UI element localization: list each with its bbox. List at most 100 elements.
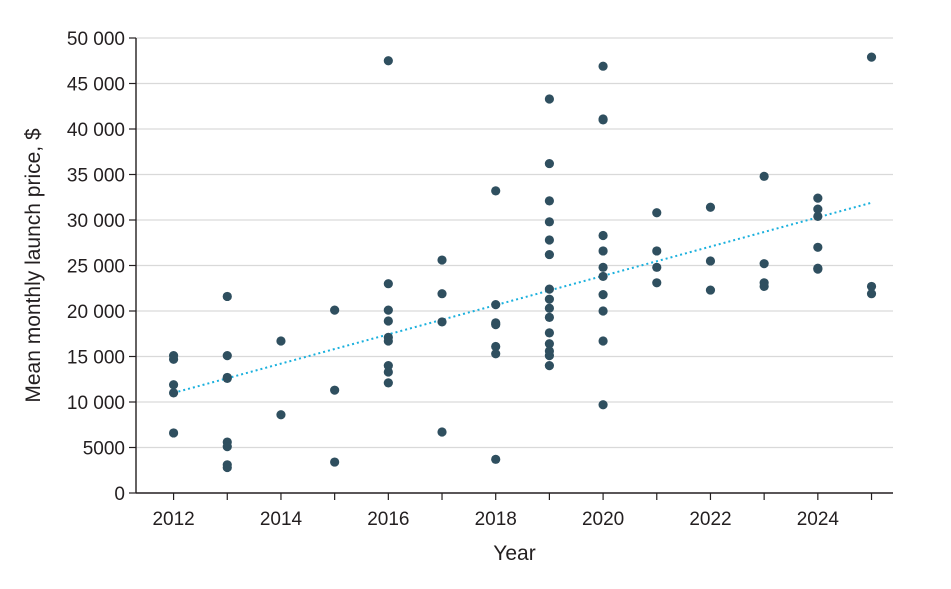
data-point xyxy=(652,246,662,256)
data-point xyxy=(544,158,554,169)
data-point xyxy=(598,336,608,346)
data-point xyxy=(544,284,554,294)
tick-marks xyxy=(129,37,873,500)
x-tick-label: 2016 xyxy=(367,509,409,530)
data-point xyxy=(330,457,340,467)
data-point xyxy=(759,281,769,292)
data-point xyxy=(598,115,608,125)
data-point xyxy=(813,211,823,221)
data-point xyxy=(491,454,501,464)
x-tick-label: 2024 xyxy=(797,509,840,530)
data-point xyxy=(491,349,501,359)
data-point xyxy=(437,427,447,437)
data-point xyxy=(437,317,447,327)
y-tick-label: 20 000 xyxy=(67,302,125,323)
data-point xyxy=(168,380,179,390)
data-point xyxy=(222,291,232,302)
y-tick-label: 15 000 xyxy=(67,348,125,369)
data-point xyxy=(544,217,554,227)
data-point xyxy=(544,235,554,245)
data-point xyxy=(276,336,286,346)
data-point xyxy=(383,56,393,66)
data-point xyxy=(383,279,393,289)
data-point xyxy=(598,400,608,410)
x-tick-label: 2012 xyxy=(152,509,194,530)
data-point xyxy=(383,316,393,326)
x-tick-label: 2018 xyxy=(475,509,517,530)
data-point xyxy=(330,385,340,395)
data-point xyxy=(222,462,232,473)
x-axis-title: Year xyxy=(493,542,535,565)
data-point xyxy=(383,305,393,315)
data-point xyxy=(652,262,662,272)
x-tick-label: 2014 xyxy=(260,509,303,530)
data-point xyxy=(437,289,447,299)
data-point xyxy=(383,378,393,388)
data-point xyxy=(544,94,554,104)
y-tick-label: 30 000 xyxy=(67,211,125,232)
tick-labels: 0 5000 10 000 15 000 20 000 25 000 30 000 35 00… xyxy=(67,29,840,530)
trendline-layer xyxy=(173,201,872,394)
data-point xyxy=(598,290,608,300)
data-point xyxy=(813,193,823,203)
data-point xyxy=(544,350,554,361)
data-point xyxy=(383,336,393,346)
data-point xyxy=(866,289,877,299)
data-point xyxy=(598,61,608,71)
data-point xyxy=(544,328,554,338)
data-point xyxy=(544,361,554,371)
y-tick-label: 45 000 xyxy=(67,75,125,96)
data-point xyxy=(866,52,877,62)
data-point xyxy=(598,262,608,272)
trendline xyxy=(173,201,872,394)
data-point xyxy=(598,230,608,241)
data-point xyxy=(168,388,179,398)
data-point xyxy=(813,264,823,274)
data-point xyxy=(491,300,501,310)
data-point xyxy=(544,312,554,322)
data-point xyxy=(759,171,769,181)
data-point xyxy=(222,350,232,361)
y-axis-title: Mean monthly launch price, $ xyxy=(22,128,45,403)
data-point xyxy=(705,256,716,266)
y-tick-label: 10 000 xyxy=(67,393,125,414)
data-point xyxy=(168,354,179,364)
data-point xyxy=(491,341,501,352)
y-tick-label: 40 000 xyxy=(67,120,125,141)
y-tick-label: 50 000 xyxy=(67,29,125,50)
data-point xyxy=(383,367,393,377)
data-point xyxy=(544,249,554,260)
y-tick-label: 5000 xyxy=(83,439,125,460)
data-point xyxy=(866,281,877,292)
data-point xyxy=(276,410,286,420)
data-point xyxy=(652,208,662,218)
data-point xyxy=(330,305,340,315)
data-point xyxy=(544,303,554,313)
data-point xyxy=(491,320,501,330)
data-point xyxy=(759,259,769,269)
data-point xyxy=(544,294,554,304)
data-point xyxy=(598,306,608,316)
data-point xyxy=(598,271,608,282)
x-tick-label: 2022 xyxy=(689,509,731,530)
data-point xyxy=(705,202,716,212)
data-point xyxy=(652,278,662,288)
y-tick-label: 25 000 xyxy=(67,257,125,278)
data-point xyxy=(383,361,393,371)
data-point xyxy=(222,373,232,383)
data-point xyxy=(222,441,232,452)
data-point xyxy=(544,196,554,206)
gridlines xyxy=(136,37,893,449)
data-point xyxy=(705,285,716,295)
data-point xyxy=(813,242,823,252)
y-tick-label: 35 000 xyxy=(67,166,125,187)
data-point xyxy=(813,204,823,214)
y-tick-label: 0 xyxy=(114,484,125,505)
data-point xyxy=(437,255,447,265)
data-point xyxy=(544,339,554,349)
data-point xyxy=(491,186,501,196)
data-point xyxy=(598,246,608,256)
data-point xyxy=(168,428,179,438)
data-points xyxy=(168,52,877,473)
